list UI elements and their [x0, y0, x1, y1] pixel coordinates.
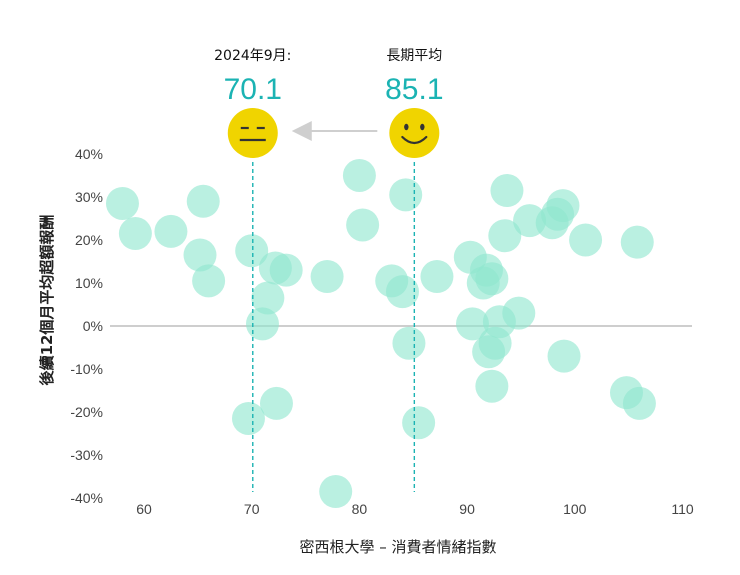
emoji-face: [389, 108, 440, 158]
scatter-point: [231, 401, 265, 435]
scatter-point: [186, 184, 220, 218]
annotation-value-current: 70.1: [224, 73, 282, 106]
y-tick-label: -30%: [70, 447, 103, 463]
x-tick-label: 110: [671, 501, 694, 517]
scatter-point: [385, 275, 419, 309]
data-points: [105, 159, 656, 509]
scatter-point: [502, 296, 536, 330]
annotation-label-current: 2024年9月:: [214, 48, 291, 64]
y-axis-label: 後續12個月平均超額報酬: [38, 215, 56, 387]
scatter-point: [620, 225, 654, 259]
scatter-point: [259, 386, 293, 420]
emoji-face: [227, 108, 278, 158]
scatter-point: [455, 307, 489, 341]
scatter-point: [346, 208, 380, 242]
y-tick-label: 0%: [83, 318, 103, 334]
y-tick-label: 10%: [75, 275, 103, 291]
scatter-point: [251, 281, 285, 315]
scatter-point: [342, 159, 376, 192]
emoji-eye: [404, 123, 409, 131]
x-tick-label: 70: [244, 501, 260, 517]
annotation-value-average: 85.1: [385, 73, 443, 106]
emoji-eye: [420, 123, 425, 131]
x-axis-ticks: 60 70 80 90 100 110: [136, 501, 694, 517]
scatter-point: [245, 307, 279, 341]
scatter-point: [183, 238, 217, 272]
emoji-mouth: [401, 135, 428, 145]
scatter-point: [154, 214, 188, 248]
scatter-point: [622, 386, 656, 420]
x-tick-label: 60: [136, 501, 152, 517]
scatter-point: [269, 253, 303, 287]
x-axis-label: 密西根大學 – 消費者情緒指數: [299, 538, 496, 556]
y-tick-label: 30%: [75, 189, 103, 205]
y-tick-label: -10%: [70, 361, 103, 377]
y-tick-label: -40%: [70, 490, 103, 506]
scatter-point: [490, 174, 524, 208]
scatter-point: [475, 262, 509, 296]
annotations: 2024年9月: 70.1 長期平均 85.1: [214, 48, 444, 492]
x-tick-label: 90: [459, 501, 475, 517]
smiley-face-icon: [389, 108, 440, 158]
x-tick-label: 100: [563, 501, 587, 517]
scatter-point: [546, 189, 580, 223]
x-tick-label: 80: [352, 501, 368, 517]
scatter-point: [392, 326, 426, 360]
scatter-point: [402, 406, 436, 440]
y-tick-label: 20%: [75, 232, 103, 248]
scatter-point: [192, 264, 226, 298]
scatter-point: [235, 234, 269, 268]
scatter-point: [547, 339, 581, 373]
scatter-point: [475, 369, 509, 403]
scatter-point: [569, 223, 603, 257]
scatter-point: [319, 475, 353, 509]
annotation-label-average: 長期平均: [386, 48, 442, 64]
neutral-face-icon: [227, 108, 278, 158]
y-tick-label: -20%: [70, 404, 103, 420]
scatter-point: [105, 186, 139, 220]
scatter-point: [420, 260, 454, 294]
scatter-point: [488, 219, 522, 253]
y-tick-label: 40%: [75, 146, 103, 162]
scatter-point: [310, 260, 344, 294]
scatter-point: [118, 217, 152, 251]
y-axis-ticks: 40% 30% 20% 10% 0% -10% -20% -30% -40%: [70, 146, 103, 506]
scatter-point: [389, 178, 423, 212]
